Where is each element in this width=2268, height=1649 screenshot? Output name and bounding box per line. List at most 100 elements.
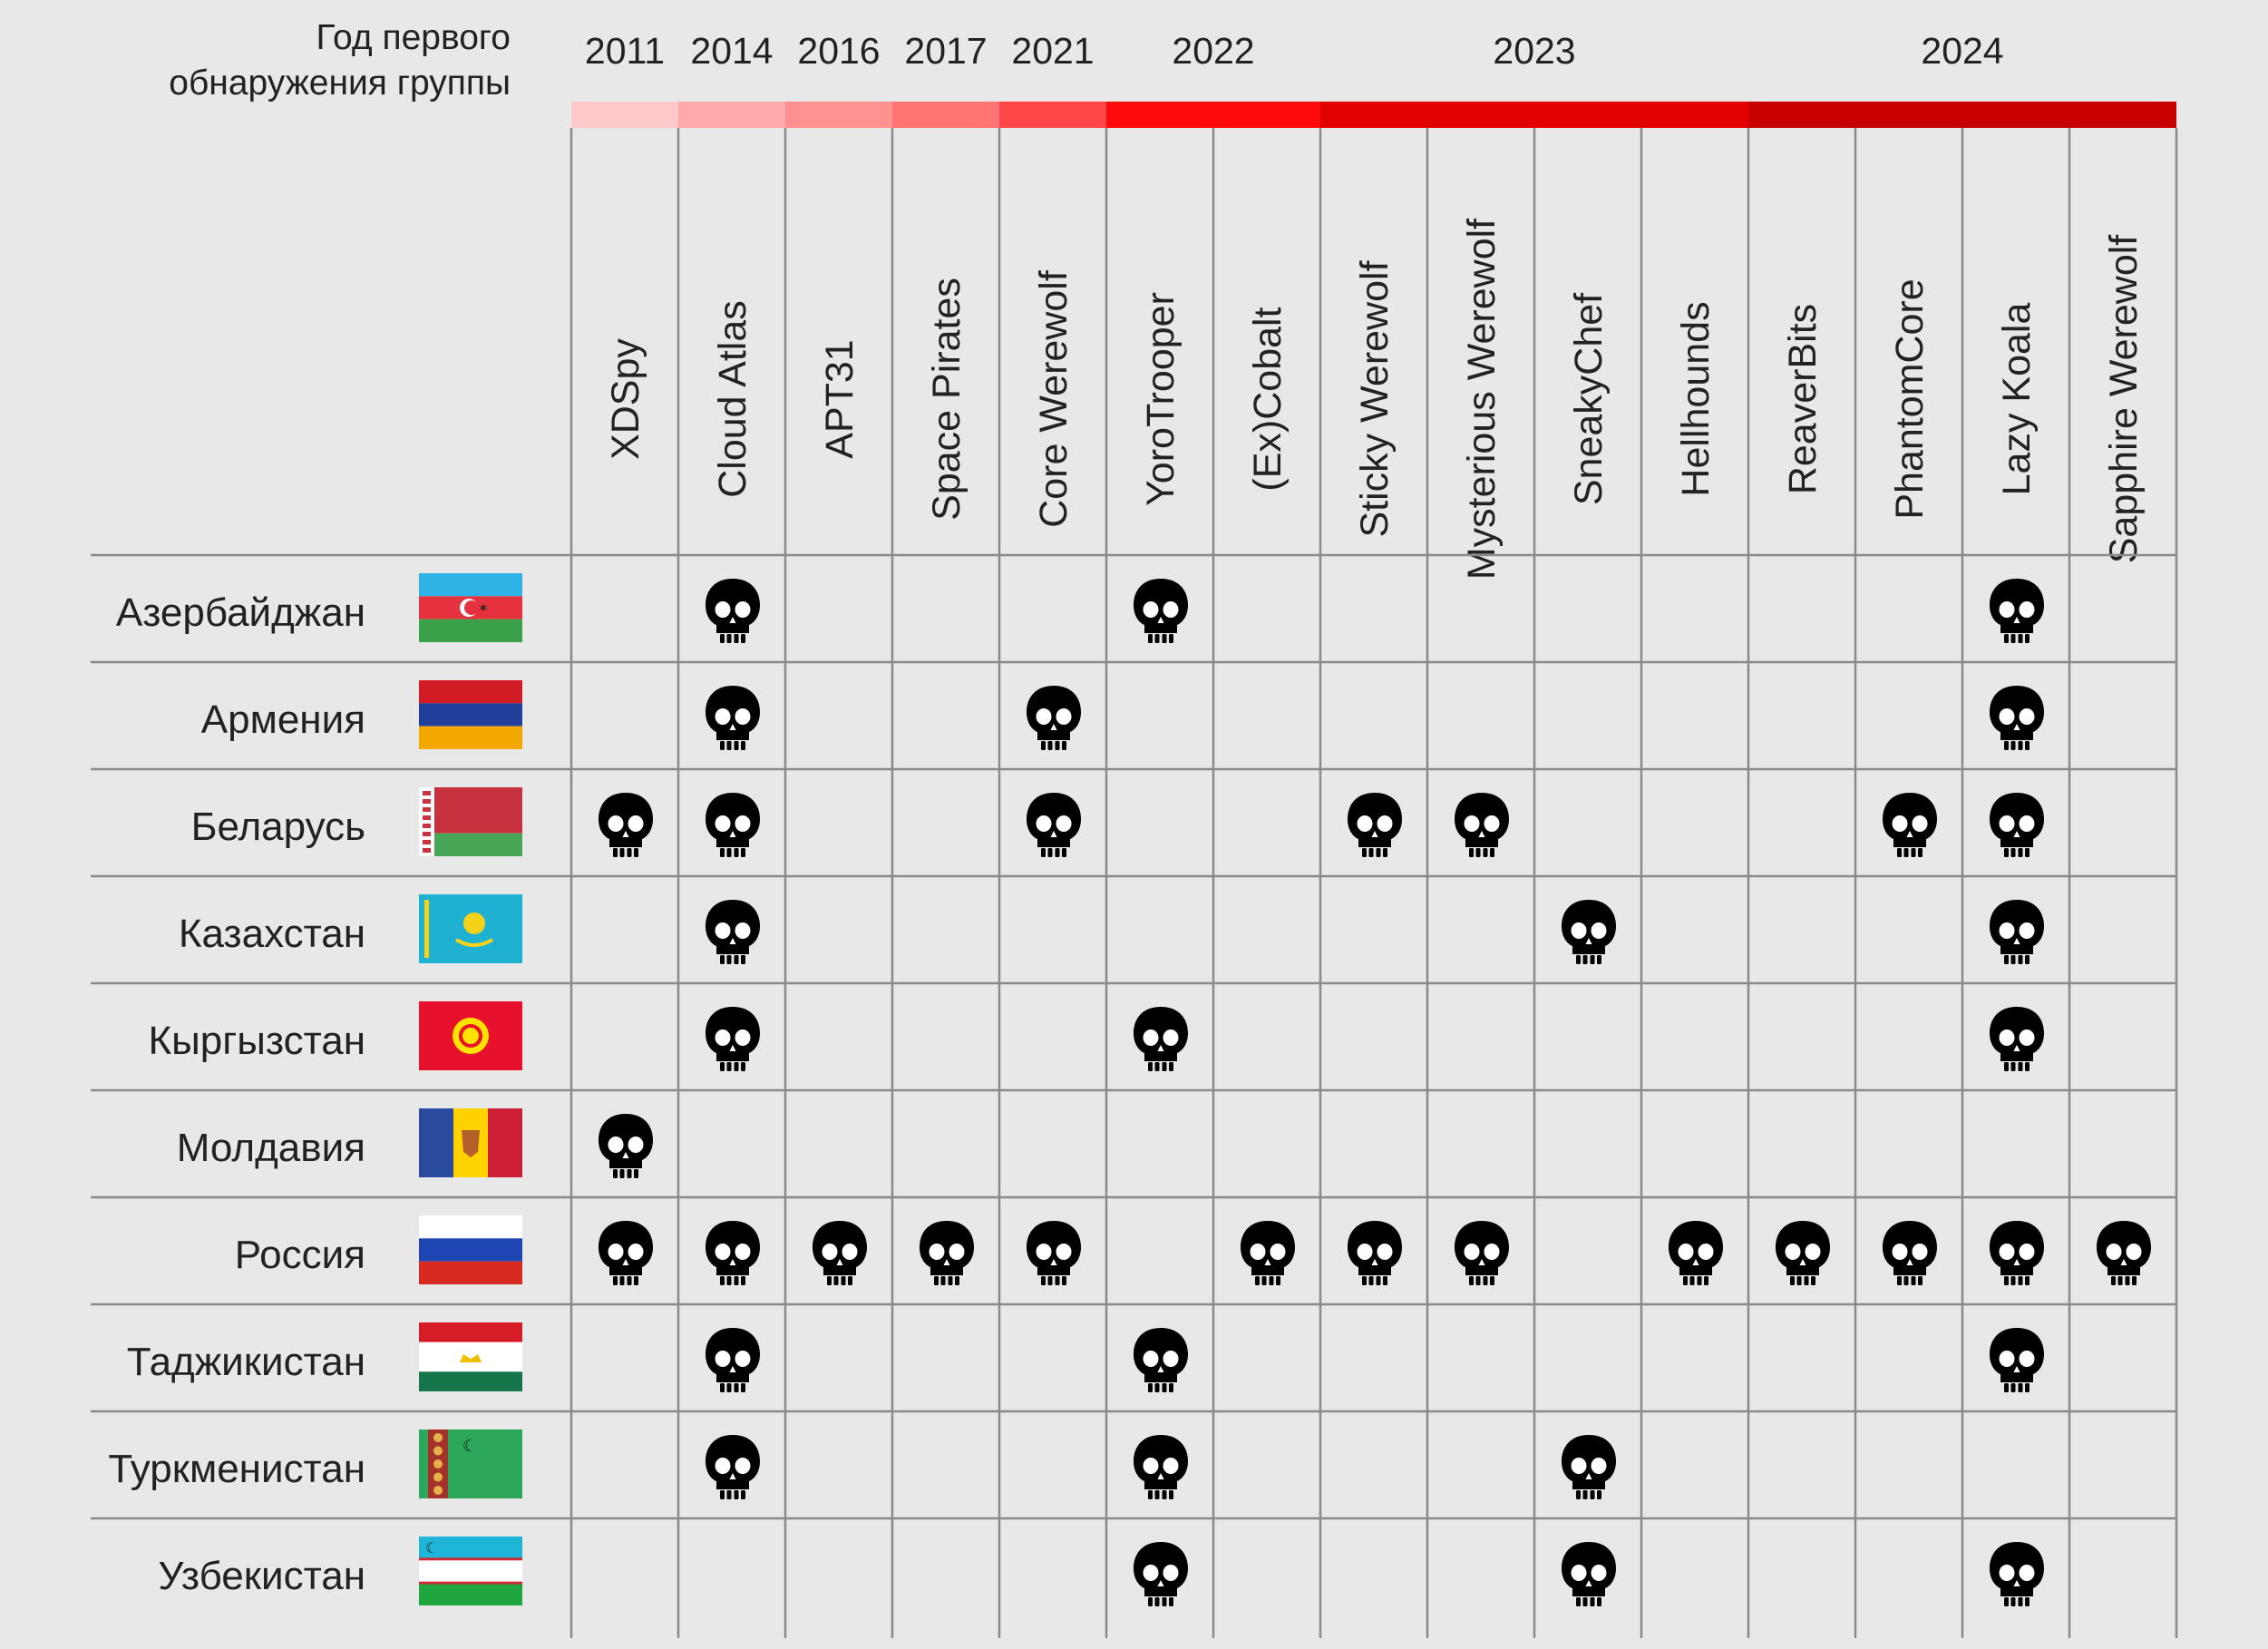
flag-part xyxy=(419,787,522,834)
group-label: SneakyChef xyxy=(1567,292,1611,505)
flag-part xyxy=(419,1238,522,1262)
country-label: Узбекистан xyxy=(158,1554,365,1598)
skull-icon xyxy=(1990,579,2044,643)
year-band xyxy=(571,102,678,128)
group-label: APT31 xyxy=(818,339,861,458)
year-band xyxy=(1748,102,2176,128)
skull-icon xyxy=(1776,1221,1830,1285)
country-label: Беларусь xyxy=(191,805,365,849)
year-band xyxy=(999,102,1106,128)
skull-icon xyxy=(1990,686,2044,750)
skull-icon xyxy=(599,1221,653,1285)
skull-icon xyxy=(1241,1221,1295,1285)
skull-icon xyxy=(1562,1542,1616,1606)
flag-part xyxy=(419,1537,522,1560)
flag-part xyxy=(423,832,431,836)
flag-part: ☾ xyxy=(425,1541,438,1556)
skull-icon xyxy=(706,1221,760,1285)
year-label: 2014 xyxy=(690,30,773,72)
skull-icon xyxy=(1134,579,1188,643)
group-label: PhantomCore xyxy=(1888,278,1932,519)
flag-part xyxy=(419,1581,522,1585)
flag-part xyxy=(460,1354,482,1362)
skull-icon xyxy=(1134,1435,1188,1499)
flag-part xyxy=(423,799,431,804)
country-label: Кыргызстан xyxy=(148,1019,365,1063)
flag-part xyxy=(419,1215,522,1239)
skull-icon xyxy=(1990,1542,2044,1606)
country-label: Азербайджан xyxy=(116,590,365,635)
group-label: Cloud Atlas xyxy=(711,300,754,498)
skull-icon xyxy=(706,686,760,750)
group-label: Lazy Koala xyxy=(1995,303,2039,496)
skull-icon xyxy=(1669,1221,1723,1285)
flag-part xyxy=(488,1108,522,1177)
year-label: 2023 xyxy=(1493,30,1575,72)
skull-icon xyxy=(1562,900,1616,964)
skull-icon xyxy=(706,1007,760,1071)
skull-icon xyxy=(813,1221,867,1285)
year-band xyxy=(785,102,892,128)
skull-icon xyxy=(706,793,760,857)
year-label: 2017 xyxy=(904,30,987,72)
flag-part xyxy=(433,1433,443,1442)
country-label: Молдавия xyxy=(177,1126,365,1170)
flag-part xyxy=(433,1472,443,1482)
skull-icon xyxy=(1027,793,1081,857)
skull-icon xyxy=(1348,1221,1402,1285)
flag-part xyxy=(419,703,522,727)
header-label-line: Год первого xyxy=(316,18,511,57)
flag-part xyxy=(419,1371,522,1391)
flag-part xyxy=(419,1108,453,1177)
skull-icon xyxy=(1990,1221,2044,1285)
flag-part xyxy=(419,1557,522,1561)
flag-part xyxy=(423,791,431,795)
flag-part xyxy=(423,848,431,853)
skull-icon xyxy=(1348,793,1402,857)
flag-part xyxy=(423,824,431,828)
flag-part xyxy=(419,787,434,856)
flag-part: ✶ xyxy=(478,600,489,615)
flag-part xyxy=(433,1486,443,1495)
flag-part xyxy=(419,1582,522,1605)
year-band xyxy=(678,102,785,128)
skull-icon xyxy=(706,579,760,643)
skull-icon xyxy=(1134,1542,1188,1606)
flag-part xyxy=(419,726,522,749)
skull-icon xyxy=(2097,1221,2151,1285)
flag-part xyxy=(419,1261,522,1284)
skull-icon xyxy=(920,1221,974,1285)
flag-part xyxy=(419,619,522,642)
skull-icon xyxy=(1455,793,1509,857)
skull-icon xyxy=(1883,1221,1937,1285)
flag-part xyxy=(419,1342,522,1372)
country-label: Армения xyxy=(201,698,365,742)
flag-part xyxy=(463,912,485,934)
group-label: Core Werewolf xyxy=(1032,269,1076,528)
flag-part: ☾ xyxy=(462,1437,477,1455)
header-label-line: обнаружения группы xyxy=(169,63,511,102)
year-label: 2011 xyxy=(585,30,665,72)
flag-part xyxy=(419,833,522,856)
skull-icon xyxy=(1134,1328,1188,1392)
year-label: 2016 xyxy=(797,30,880,72)
group-label: (Ex)Cobalt xyxy=(1246,307,1290,491)
flag-part xyxy=(454,938,494,947)
group-label: Sticky Werewolf xyxy=(1353,259,1397,537)
flag-part xyxy=(423,807,431,812)
group-label: YoroTrooper xyxy=(1139,292,1183,506)
skull-icon xyxy=(1883,793,1937,857)
year-band xyxy=(1106,102,1320,128)
group-label: Space Pirates xyxy=(925,278,969,521)
group-label: ReaverBits xyxy=(1781,304,1825,494)
skull-icon xyxy=(599,793,653,857)
skull-icon xyxy=(1027,686,1081,750)
skull-icon xyxy=(1562,1435,1616,1499)
flag-part xyxy=(464,600,479,615)
group-label: XDSpy xyxy=(604,338,647,460)
country-label: Туркменистан xyxy=(108,1447,365,1491)
skull-icon xyxy=(1027,1221,1081,1285)
flag-part xyxy=(462,1130,480,1157)
